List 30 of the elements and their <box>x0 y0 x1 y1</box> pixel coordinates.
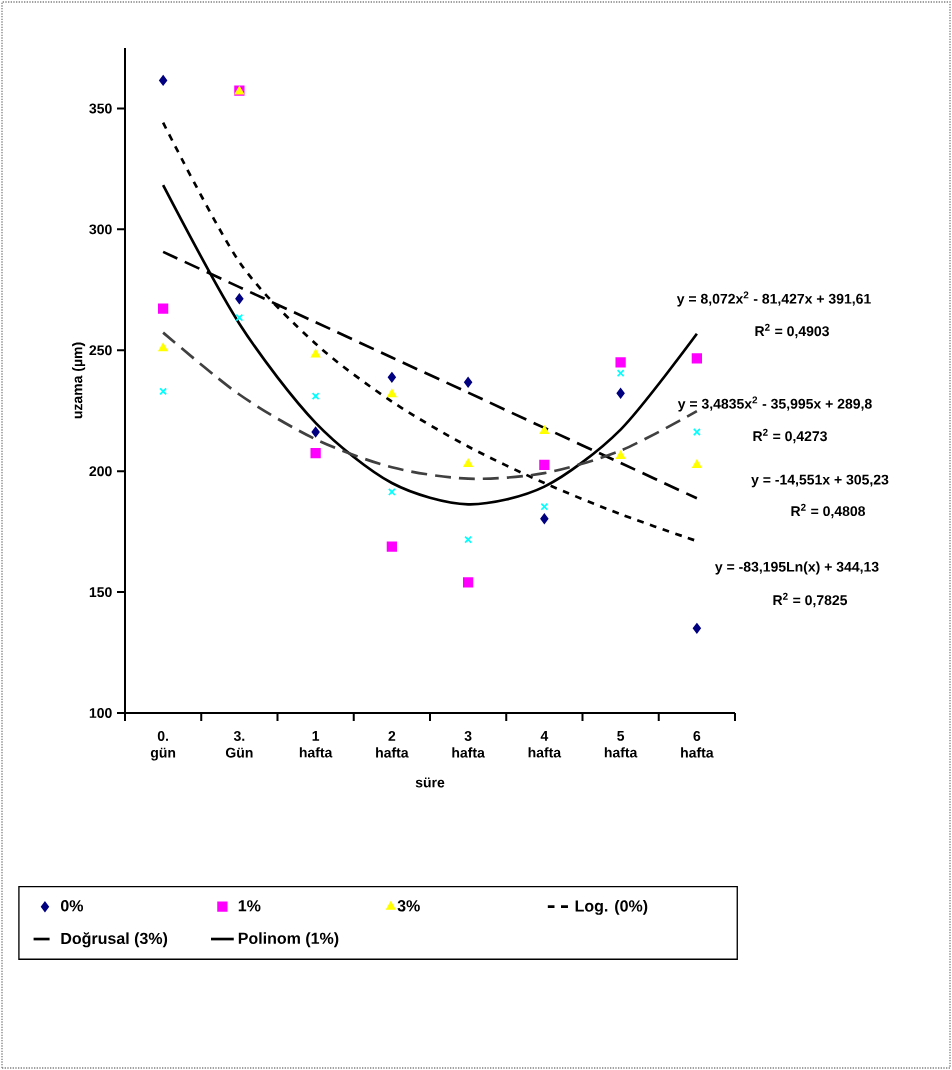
text: y = -14,551x + 305,23 <box>751 474 889 488</box>
x-axis-title: süre <box>415 777 445 788</box>
x-tick-label: 4 hafta <box>528 731 562 758</box>
legend-label: Doğrusal (3%) <box>61 932 168 948</box>
y-tick-label: 150 <box>89 587 112 598</box>
x-tick-label: 3. Gün <box>225 731 253 758</box>
x-tick-label: 5 hafta <box>604 731 638 758</box>
y-tick-label: 100 <box>89 708 112 718</box>
y-tick-label: 350 <box>89 103 112 114</box>
annotation: y = -83,195Ln(x) + 344,13 <box>715 561 879 575</box>
y-tick-label: 300 <box>89 224 112 235</box>
legend-label: Polinom (1%) <box>238 932 339 948</box>
legend-label: 0% <box>60 900 84 912</box>
x-tick-label: 1 hafta <box>299 731 333 758</box>
text: R$^{2}$ = 0,4903 <box>755 323 829 339</box>
legend-label: 1% <box>238 900 261 912</box>
text: R$^{2}$ = 0,7825 <box>773 592 848 608</box>
text: R$^{2}$ = 0,4808 <box>791 503 866 519</box>
y-tick-label: 200 <box>89 466 112 477</box>
annotation: y = 8,072x$^{2}$ - 81,427x + 391,61 <box>676 291 871 307</box>
legend-label: 3% <box>397 900 420 912</box>
y-tick-label: 250 <box>89 345 112 356</box>
legend-label: Log. (0%) <box>575 899 648 915</box>
y-axis-title: uzama (µm) <box>72 342 86 419</box>
x-tick-label: 0. gün <box>150 731 176 761</box>
text: R$^{2}$ = 0,4273 <box>753 428 827 444</box>
x-tick-label: 6 hafta <box>681 731 714 758</box>
x-tick-label: 3 hafta <box>452 731 485 758</box>
annotation: y = 3,4835x$^{2}$ - 35,995x + 289,8 <box>677 396 872 412</box>
x-tick-label: 2 hafta <box>376 731 409 758</box>
